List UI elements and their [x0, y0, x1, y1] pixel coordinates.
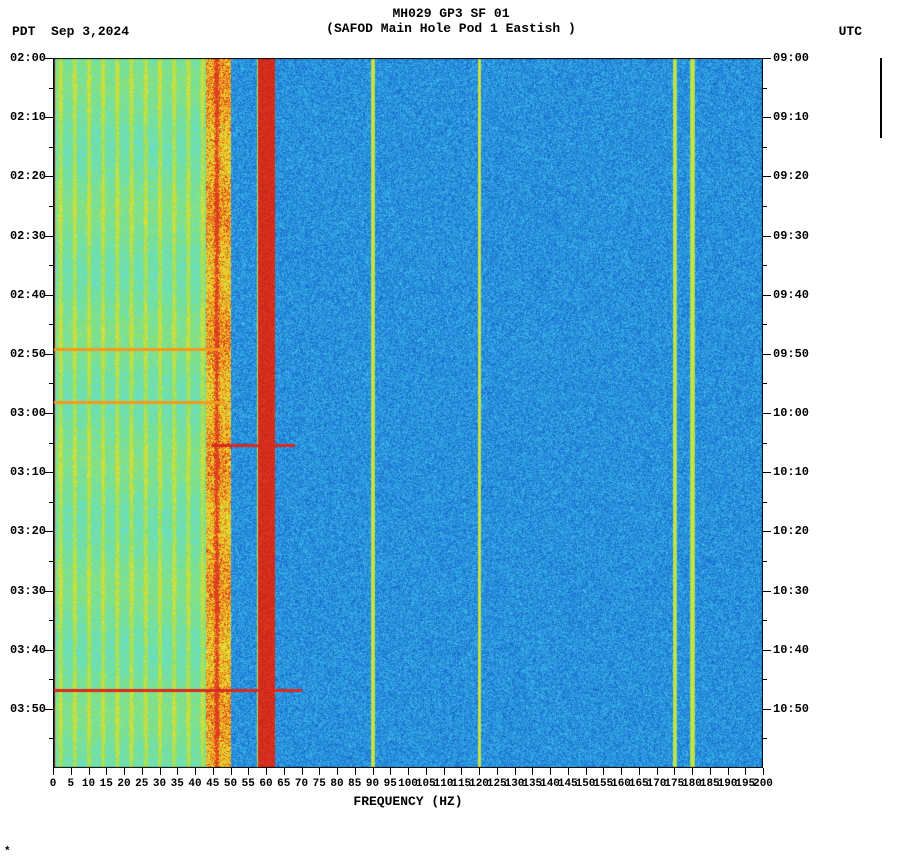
y-left-label: 02:00	[10, 51, 46, 65]
y-left-label: 03:30	[10, 584, 46, 598]
x-tick-label: 45	[206, 778, 219, 790]
spectrogram-plot	[53, 58, 763, 768]
y-right-label: 09:20	[773, 169, 809, 183]
x-axis-label: FREQUENCY (HZ)	[53, 794, 763, 809]
y-left-label: 03:00	[10, 406, 46, 420]
y-right-label: 09:10	[773, 110, 809, 124]
y-left-label: 03:40	[10, 643, 46, 657]
amplitude-bar-icon	[880, 58, 882, 138]
y-right-label: 09:30	[773, 229, 809, 243]
x-tick-label: 35	[171, 778, 184, 790]
spectrogram-canvas	[53, 58, 763, 768]
x-tick-label: 40	[188, 778, 201, 790]
x-tick-label: 65	[277, 778, 290, 790]
y-left-label: 02:20	[10, 169, 46, 183]
x-tick-label: 80	[330, 778, 343, 790]
y-left-label: 03:10	[10, 465, 46, 479]
y-left-label: 02:10	[10, 110, 46, 124]
chart-header: MH029 GP3 SF 01 (SAFOD Main Hole Pod 1 E…	[0, 6, 902, 36]
tz-right: UTC	[839, 24, 862, 39]
y-left-label: 02:50	[10, 347, 46, 361]
y-left-label: 03:20	[10, 524, 46, 538]
y-right-label: 10:30	[773, 584, 809, 598]
footer-mark: *	[4, 846, 11, 858]
y-right-label: 10:00	[773, 406, 809, 420]
x-tick-label: 25	[135, 778, 148, 790]
x-tick-label: 70	[295, 778, 308, 790]
date: Sep 3,2024	[51, 24, 129, 39]
x-tick-label: 10	[82, 778, 95, 790]
header-right: UTC	[839, 24, 862, 39]
x-tick-label: 5	[67, 778, 74, 790]
y-axis-left: 02:0002:1002:2002:3002:4002:5003:0003:10…	[0, 58, 53, 768]
x-tick-label: 95	[384, 778, 397, 790]
x-tick-label: 50	[224, 778, 237, 790]
y-right-label: 10:20	[773, 524, 809, 538]
y-left-label: 02:30	[10, 229, 46, 243]
header-left: PDT Sep 3,2024	[12, 24, 129, 39]
y-axis-right: 09:0009:1009:2009:3009:4009:5010:0010:10…	[763, 58, 833, 768]
y-right-label: 10:50	[773, 702, 809, 716]
y-right-label: 09:50	[773, 347, 809, 361]
y-right-label: 09:40	[773, 288, 809, 302]
tz-left: PDT	[12, 24, 35, 39]
x-tick-label: 30	[153, 778, 166, 790]
x-tick-label: 75	[313, 778, 326, 790]
title-line2: (SAFOD Main Hole Pod 1 Eastish )	[0, 21, 902, 36]
y-left-label: 03:50	[10, 702, 46, 716]
y-right-label: 09:00	[773, 51, 809, 65]
x-tick-label: 60	[259, 778, 272, 790]
x-tick-label: 90	[366, 778, 379, 790]
y-right-label: 10:40	[773, 643, 809, 657]
y-right-label: 10:10	[773, 465, 809, 479]
x-tick-label: 15	[100, 778, 113, 790]
x-tick-label: 55	[242, 778, 255, 790]
title-line1: MH029 GP3 SF 01	[0, 6, 902, 21]
x-tick-label: 200	[753, 778, 773, 790]
x-tick-label: 0	[50, 778, 57, 790]
x-tick-label: 85	[348, 778, 361, 790]
y-left-label: 02:40	[10, 288, 46, 302]
x-tick-label: 20	[117, 778, 130, 790]
